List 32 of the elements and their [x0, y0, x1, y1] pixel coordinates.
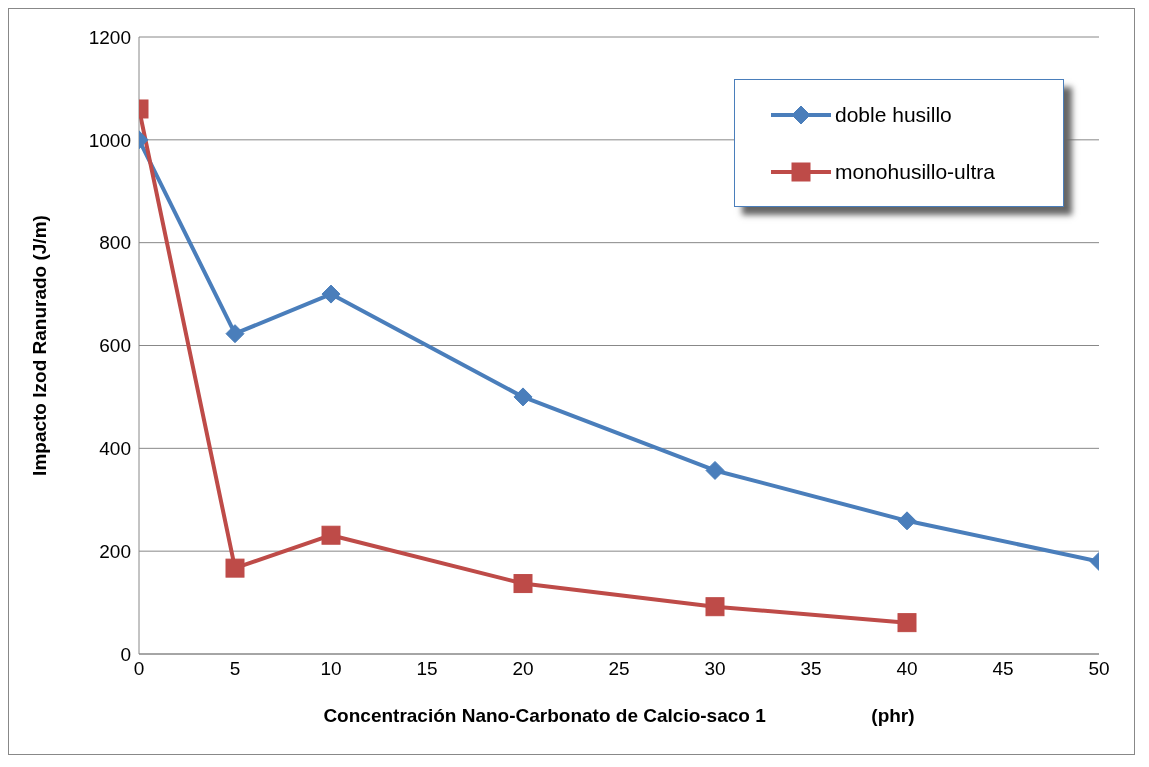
y-tick-label: 600: [99, 335, 131, 357]
x-tick-label: 10: [320, 658, 342, 680]
x-tick-label: 0: [133, 658, 145, 680]
legend-label: doble husillo: [835, 102, 952, 127]
point: [321, 284, 341, 304]
x-tick-label: 35: [800, 658, 822, 680]
x-tick-label: 45: [992, 658, 1014, 680]
point: [513, 574, 533, 594]
point: [225, 324, 245, 344]
y-tick-label: 0: [120, 643, 131, 665]
x-tick-label: 25: [608, 658, 630, 680]
point: [225, 558, 245, 578]
point: [705, 597, 725, 617]
y-tick-label: 1200: [88, 26, 131, 48]
y-tick-label: 800: [99, 232, 131, 254]
y-tick-label: 200: [99, 540, 131, 562]
x-tick-label: 15: [416, 658, 438, 680]
x-tick-label: 50: [1088, 658, 1110, 680]
x-tick-label: 30: [704, 658, 726, 680]
legend-label: monohusillo-ultra: [835, 159, 995, 184]
point: [897, 613, 917, 633]
point: [897, 511, 917, 531]
x-tick-label: 20: [512, 658, 534, 680]
x-tick-label: 5: [229, 658, 241, 680]
y-tick-label: 1000: [88, 129, 131, 151]
y-axis-title: Impacto Izod Ranurado (J/m): [28, 215, 50, 476]
x-axis-title: Concentración Nano-Carbonato de Calcio-saco 1 (phr): [323, 705, 915, 726]
x-tick-label: 40: [896, 658, 918, 680]
y-tick-label: 400: [99, 438, 131, 460]
point: [705, 460, 725, 480]
point: [321, 525, 341, 545]
point: [513, 387, 533, 407]
